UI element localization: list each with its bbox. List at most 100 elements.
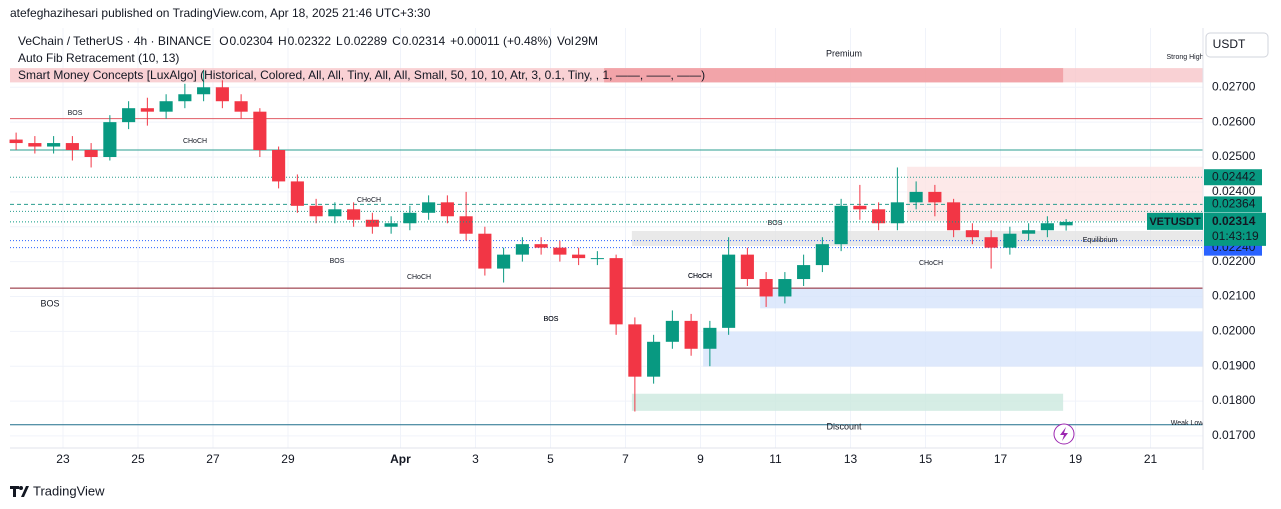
candle-body — [497, 254, 511, 269]
annotation: Strong High — [1167, 54, 1204, 61]
candle-body — [422, 202, 436, 213]
candle-body — [234, 101, 248, 112]
annotation: CHoCH — [688, 273, 712, 280]
candle-body — [478, 233, 492, 269]
candle-body — [572, 254, 586, 259]
annotation: BOS — [330, 258, 345, 265]
candle-body — [759, 279, 773, 297]
candle-body — [328, 209, 342, 217]
candle-body — [665, 320, 679, 342]
x-tick-label: 13 — [844, 452, 858, 466]
y-tick-label: 0.02400 — [1212, 184, 1256, 198]
annotation: Premium — [826, 48, 862, 58]
annotation: Weak Low — [1171, 420, 1204, 427]
annotation: CHoCH — [407, 274, 431, 281]
currency-button[interactable] — [1205, 32, 1269, 58]
price-label: 0.02364 — [1212, 197, 1256, 211]
ohlc-value: 0.02314 — [402, 34, 446, 48]
candle-body — [984, 237, 998, 248]
candle-body — [197, 87, 211, 95]
candle-body — [65, 143, 79, 151]
x-tick-label: 3 — [472, 452, 479, 466]
y-tick-label: 0.02600 — [1212, 114, 1256, 128]
candle-body — [1040, 223, 1054, 231]
candle-body — [947, 202, 961, 231]
y-tick-label: 0.01900 — [1212, 358, 1256, 372]
price-label-bg — [1204, 196, 1262, 213]
symbol: VeChain / TetherUS · 4h · BINANCE — [18, 34, 211, 48]
countdown: 01:43:19 — [1212, 229, 1259, 243]
zone — [631, 393, 1064, 411]
candle-body — [47, 143, 61, 147]
alert-icon-bolt — [1060, 427, 1068, 441]
x-tick-label: 17 — [994, 452, 1008, 466]
candle-body — [459, 216, 473, 234]
zone — [631, 230, 1203, 246]
ohlc-value: 0.02322 — [288, 34, 332, 48]
logo-mark — [10, 486, 29, 497]
annotation: CHoCH — [357, 197, 381, 204]
annotation: BOS — [68, 110, 83, 117]
candle-body — [159, 101, 173, 112]
annotation: BOS — [544, 316, 559, 323]
annotation: BOS — [40, 298, 59, 308]
candle-body — [365, 219, 379, 227]
candle-body — [553, 247, 567, 255]
candle-body — [628, 324, 642, 377]
candle-body — [815, 244, 829, 266]
annotation: BOS — [768, 220, 783, 227]
annotation: BOS — [544, 316, 559, 323]
y-tick-label: 0.02500 — [1212, 149, 1256, 163]
indicator: Auto Fib Retracement (10, 13) — [18, 51, 179, 65]
candle-body — [740, 254, 754, 280]
candle-body — [103, 122, 117, 158]
candle-body — [778, 279, 792, 297]
candle-body — [853, 205, 867, 210]
ohlc-value: L — [336, 34, 343, 48]
candle-body — [647, 341, 661, 377]
ohlc-value: O — [219, 34, 228, 48]
x-tick-label: 21 — [1144, 452, 1158, 466]
x-tick-label: 25 — [131, 452, 145, 466]
candle-body — [609, 258, 623, 325]
logo-mark — [19, 486, 23, 490]
zone — [703, 331, 1203, 367]
candle-body — [872, 209, 886, 224]
candle-body — [122, 108, 136, 123]
symbol-label-bg — [1147, 212, 1203, 230]
ohlc-value: 29M — [575, 34, 598, 48]
candle-body — [403, 212, 417, 224]
price-label-bg — [1204, 169, 1262, 186]
candle-body — [1059, 221, 1073, 226]
ohlc-value: 0.02289 — [344, 34, 388, 48]
candle-body — [590, 258, 604, 260]
ohlc-value: +0.00011 (+0.48%) — [450, 34, 552, 48]
ohlc-value: Vol — [557, 34, 574, 48]
y-tick-label: 0.01700 — [1212, 428, 1256, 442]
candle-body — [215, 87, 229, 102]
last-price: 0.02314 — [1212, 214, 1256, 228]
candle-body — [928, 191, 942, 203]
candle-body — [534, 244, 548, 248]
candle-body — [140, 108, 154, 112]
candle-body — [834, 205, 848, 245]
x-tick-label: 9 — [697, 452, 704, 466]
annotation: CHoCH — [919, 260, 943, 267]
candle-body — [272, 150, 286, 182]
candle-body — [440, 202, 454, 217]
candle-body — [1003, 233, 1017, 248]
y-tick-label: 0.02200 — [1212, 254, 1256, 268]
header: atefeghazihesari published on TradingVie… — [10, 6, 431, 20]
y-tick-label: 0.02700 — [1212, 79, 1256, 93]
candle-body — [178, 94, 192, 102]
currency[interactable]: USDT — [1213, 37, 1246, 51]
candle-body — [384, 223, 398, 227]
y-tick-label: 0.01800 — [1212, 393, 1256, 407]
annotation: Equilibrium — [1083, 237, 1118, 244]
candle-body — [965, 230, 979, 238]
candle-body — [28, 143, 42, 147]
x-tick-label: Apr — [390, 452, 411, 466]
ohlc-value: C — [392, 34, 401, 48]
candle-body — [84, 150, 98, 158]
